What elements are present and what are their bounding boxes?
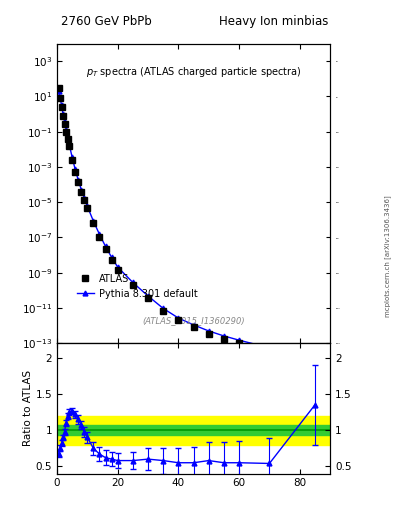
Pythia 8.301 default (130, 280, 135, 286)
Line: Pythia 8.301 default: Pythia 8.301 default (56, 89, 318, 359)
Text: $p_T$ spectra (ATLAS charged particle spectra): $p_T$ spectra (ATLAS charged particle sp… (86, 65, 301, 78)
Pythia 8.301 default (85, 203, 90, 209)
Pythia 8.301 default (103, 243, 108, 249)
Pythia 8.301 default (82, 195, 86, 201)
Pythia 8.301 default (76, 177, 81, 183)
ATLAS (146, 295, 151, 302)
ATLAS (58, 95, 62, 101)
Pythia 8.301 default (312, 353, 317, 359)
ATLAS (191, 324, 196, 330)
Pythia 8.301 default (65, 134, 70, 140)
ATLAS (206, 331, 211, 337)
Pythia 8.301 default (161, 305, 165, 311)
ATLAS (85, 205, 90, 211)
ATLAS (103, 246, 108, 252)
Pythia 8.301 default (79, 186, 84, 193)
ATLAS (82, 197, 86, 203)
ATLAS (73, 168, 77, 175)
Pythia 8.301 default (91, 218, 96, 224)
Y-axis label: Ratio to ATLAS: Ratio to ATLAS (23, 370, 33, 446)
ATLAS (76, 179, 81, 185)
Pythia 8.301 default (58, 94, 62, 100)
Pythia 8.301 default (206, 328, 211, 334)
ATLAS (109, 257, 114, 263)
Pythia 8.301 default (191, 322, 196, 328)
ATLAS (67, 143, 72, 150)
Pythia 8.301 default (61, 111, 65, 117)
Pythia 8.301 default (64, 126, 68, 133)
Pythia 8.301 default (109, 254, 114, 261)
Pythia 8.301 default (97, 231, 102, 238)
ATLAS (176, 317, 181, 324)
Line: ATLAS: ATLAS (55, 85, 318, 361)
ATLAS (97, 233, 102, 240)
Pythia 8.301 default (67, 141, 72, 147)
Text: Heavy Ion minbias: Heavy Ion minbias (219, 15, 328, 28)
ATLAS (312, 355, 317, 361)
ATLAS (56, 85, 61, 91)
Pythia 8.301 default (70, 154, 75, 160)
Pythia 8.301 default (115, 264, 120, 270)
Pythia 8.301 default (267, 345, 272, 351)
Text: (ATLAS_2015_I1360290): (ATLAS_2015_I1360290) (142, 316, 245, 325)
Pythia 8.301 default (62, 119, 67, 125)
Bar (57, 416, 330, 444)
ATLAS (70, 157, 75, 163)
Bar (57, 425, 330, 435)
ATLAS (161, 308, 165, 314)
ATLAS (61, 113, 65, 119)
ATLAS (64, 129, 68, 135)
ATLAS (222, 336, 226, 342)
ATLAS (59, 104, 64, 110)
Pythia 8.301 default (237, 337, 241, 343)
Text: mcplots.cern.ch [arXiv:1306.3436]: mcplots.cern.ch [arXiv:1306.3436] (384, 195, 391, 317)
ATLAS (65, 136, 70, 142)
Pythia 8.301 default (73, 166, 77, 173)
ATLAS (130, 282, 135, 288)
Legend: ATLAS, Pythia 8.301 default: ATLAS, Pythia 8.301 default (73, 270, 202, 303)
Pythia 8.301 default (222, 333, 226, 339)
ATLAS (91, 220, 96, 226)
Pythia 8.301 default (59, 102, 64, 109)
ATLAS (79, 188, 84, 195)
Pythia 8.301 default (56, 88, 61, 94)
ATLAS (237, 340, 241, 346)
ATLAS (267, 348, 272, 354)
Pythia 8.301 default (146, 293, 151, 299)
Pythia 8.301 default (176, 315, 181, 321)
ATLAS (115, 267, 120, 273)
ATLAS (62, 121, 67, 127)
Text: 2760 GeV PbPb: 2760 GeV PbPb (61, 15, 152, 28)
